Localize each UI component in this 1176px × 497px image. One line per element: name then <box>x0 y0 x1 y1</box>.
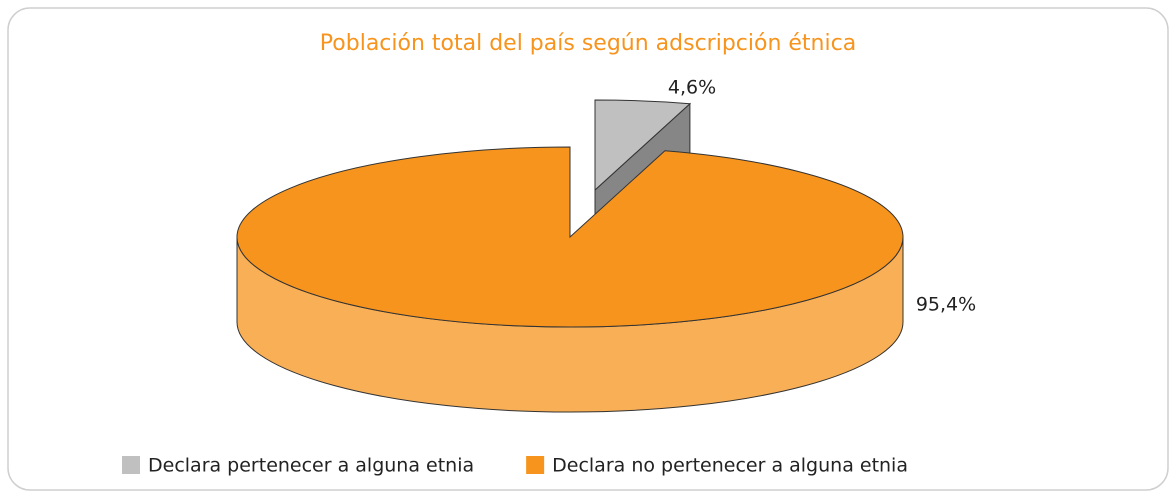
slice <box>594 99 692 192</box>
data-label: 95,4% <box>916 294 976 316</box>
slice <box>236 146 904 328</box>
legend-label: Declara no pertenecer a alguna etnia <box>552 455 908 477</box>
chart-title: Población total del país según adscripci… <box>320 31 856 56</box>
data-label: 4,6% <box>668 77 716 99</box>
legend-label: Declara pertenecer a alguna etnia <box>148 455 474 477</box>
legend-swatch <box>122 456 140 474</box>
legend-swatch <box>526 456 545 474</box>
